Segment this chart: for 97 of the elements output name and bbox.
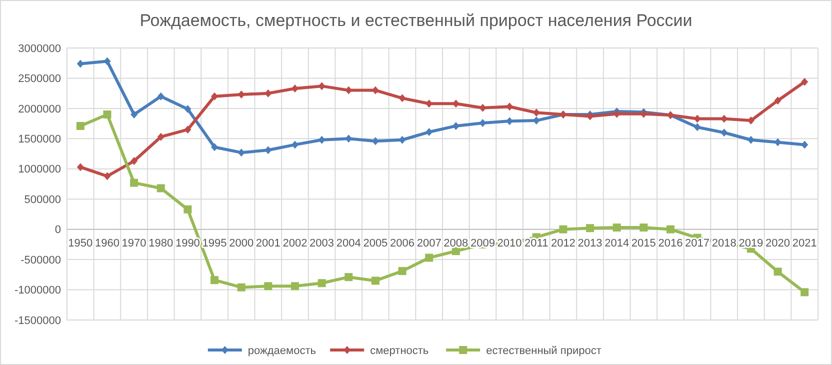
point <box>184 126 192 134</box>
x-tick-label: 1970 <box>122 237 146 250</box>
point <box>264 146 272 154</box>
x-tick-label: 2012 <box>550 237 576 250</box>
y-tick-label: -1500000 <box>14 314 61 327</box>
point <box>345 134 352 143</box>
legend-label: естественный прирост <box>486 344 602 357</box>
point <box>184 205 192 214</box>
point <box>747 136 754 144</box>
point <box>398 94 406 102</box>
y-tick-label: 0 <box>54 224 61 236</box>
point <box>801 78 808 86</box>
point <box>774 138 782 146</box>
x-tick-label: 2021 <box>792 237 817 250</box>
point <box>344 273 353 282</box>
point <box>264 282 272 290</box>
point <box>479 104 486 112</box>
point <box>586 224 594 232</box>
point <box>76 60 84 68</box>
point <box>264 89 272 98</box>
point <box>372 137 379 146</box>
point <box>130 110 138 118</box>
y-tick-label: 2000000 <box>18 103 61 116</box>
x-tick-label: 2011 <box>524 237 548 250</box>
point <box>238 148 245 157</box>
y-tick-label: -500000 <box>20 254 61 266</box>
point <box>774 96 782 105</box>
x-tick-label: 2008 <box>444 237 468 250</box>
x-tick-label: 2017 <box>685 237 710 250</box>
point <box>532 108 540 117</box>
point <box>371 276 380 285</box>
x-tick-label: 2007 <box>416 237 442 250</box>
point <box>694 114 701 123</box>
y-tick-label: 2500000 <box>18 73 61 86</box>
x-tick-label: 1950 <box>68 237 93 250</box>
point <box>211 143 218 152</box>
y-tick-label: 3000000 <box>18 42 61 55</box>
point <box>291 140 298 149</box>
point <box>237 283 246 292</box>
x-tick-label: 2002 <box>282 237 308 250</box>
point <box>318 136 326 144</box>
point <box>238 90 245 99</box>
x-tick-label: 2020 <box>766 237 790 250</box>
chart-title: Рождаемость, смертность и естественный прирост населения России <box>140 11 692 30</box>
point <box>104 172 111 180</box>
point <box>666 225 674 234</box>
point <box>694 123 701 132</box>
x-tick-label: 2005 <box>363 237 388 250</box>
x-tick-label: 2000 <box>229 237 254 250</box>
point <box>479 118 486 127</box>
x-tick-label: 2001 <box>256 237 280 250</box>
point <box>452 122 460 130</box>
point <box>130 157 138 166</box>
x-tick-label: 1990 <box>175 237 200 250</box>
y-tick-label: 1000000 <box>18 164 61 176</box>
point <box>613 110 620 118</box>
x-tick-label: 2015 <box>631 237 656 250</box>
point <box>104 57 111 66</box>
x-tick-label: 2006 <box>390 237 415 250</box>
point <box>103 110 112 118</box>
y-tick-label: -1000000 <box>14 284 61 297</box>
point <box>76 122 84 130</box>
x-tick-label: 2014 <box>604 237 630 250</box>
point <box>425 254 434 262</box>
x-tick-label: 2013 <box>578 237 602 250</box>
x-tick-label: 2004 <box>336 237 361 250</box>
point <box>318 82 326 90</box>
point <box>559 225 568 234</box>
legend-label: смертность <box>370 344 429 357</box>
point <box>774 268 782 276</box>
y-tick-label: 500000 <box>24 194 61 206</box>
point <box>612 224 621 232</box>
x-tick-label: 2016 <box>658 237 683 250</box>
legend-label: рождаемость <box>248 344 316 357</box>
point <box>426 128 433 136</box>
x-tick-label: 1960 <box>94 237 120 250</box>
point <box>801 140 808 149</box>
point <box>506 102 514 111</box>
point <box>640 224 648 232</box>
point <box>398 267 406 276</box>
point <box>157 92 164 100</box>
point <box>318 279 326 288</box>
point <box>290 282 299 290</box>
x-tick-label: 1980 <box>148 237 174 250</box>
point <box>747 116 754 125</box>
point <box>156 184 165 192</box>
x-tick-label: 2003 <box>310 237 334 250</box>
point <box>291 84 298 92</box>
point <box>184 105 192 114</box>
point <box>210 276 219 284</box>
point <box>800 288 809 296</box>
point <box>720 128 728 137</box>
point <box>76 163 84 172</box>
point <box>157 132 164 141</box>
point <box>130 178 138 187</box>
x-tick-label: 1995 <box>202 237 227 250</box>
y-tick-label: 1500000 <box>18 134 61 146</box>
